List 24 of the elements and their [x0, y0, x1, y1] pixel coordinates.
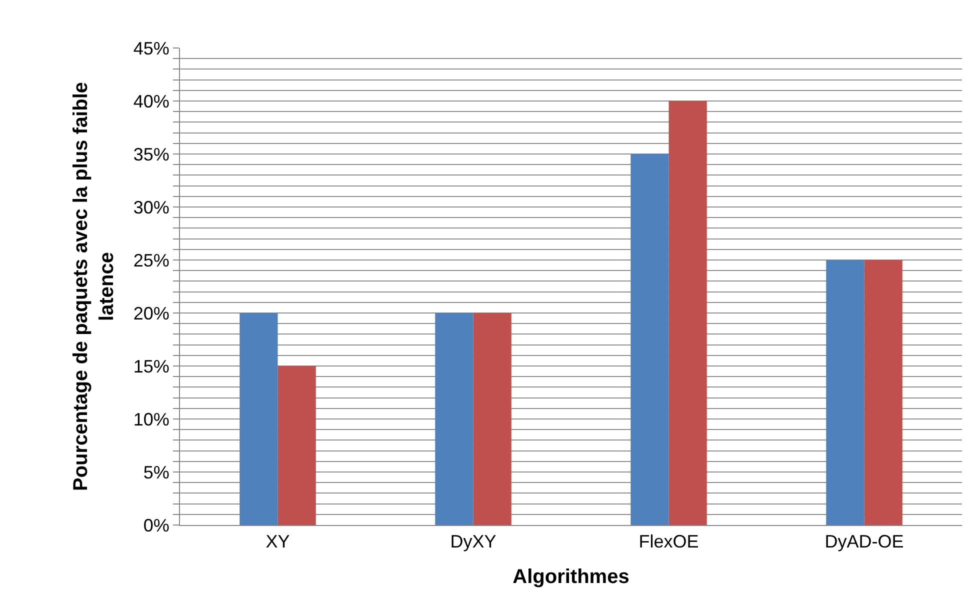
- y-tick-label: 30%: [133, 197, 170, 218]
- y-tick-label: 40%: [133, 91, 170, 112]
- y-tick-label: 25%: [133, 250, 170, 270]
- y-axis-title: Pourcentage de paquets avec la plus faible latence: [70, 82, 118, 492]
- bar: [826, 260, 864, 525]
- y-tick-label: 5%: [143, 462, 170, 482]
- bar: [473, 313, 512, 525]
- bar: [630, 154, 669, 525]
- y-tick-label: 20%: [133, 303, 170, 324]
- x-tick-label: DyXY: [450, 532, 496, 552]
- x-tick-label: DyAD-OE: [824, 532, 904, 552]
- y-tick-label: 35%: [133, 144, 170, 164]
- x-axis-title: Algorithmes: [512, 566, 630, 588]
- y-tick-label: 15%: [133, 356, 170, 376]
- bar: [240, 313, 278, 525]
- bar: [864, 260, 902, 525]
- x-tick-label: XY: [266, 532, 290, 552]
- x-tick-label: FlexOE: [638, 532, 699, 552]
- y-tick-label: 0%: [143, 515, 170, 536]
- bar: [278, 366, 316, 525]
- y-tick-label: 10%: [133, 409, 170, 430]
- y-tick-label: 45%: [133, 38, 170, 58]
- bar: [668, 101, 707, 525]
- bar: [435, 313, 474, 525]
